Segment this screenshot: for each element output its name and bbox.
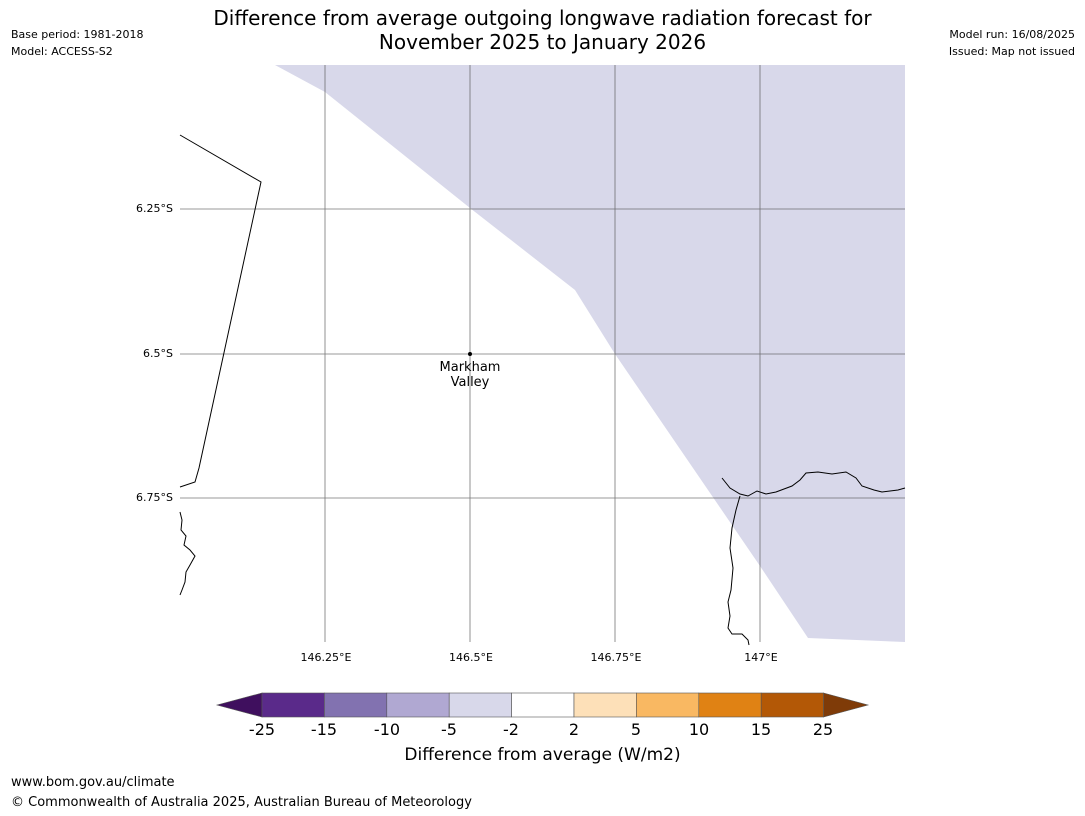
colorbar-tick: -10 xyxy=(373,720,401,739)
colorbar-bin-6 xyxy=(573,692,637,718)
lat-label-6.5S: 6.5°S xyxy=(143,347,173,360)
colorbar-tick: 25 xyxy=(812,720,834,739)
colorbar-label: Difference from average (W/m2) xyxy=(404,745,681,765)
colorbar-tick: -15 xyxy=(310,720,338,739)
lon-label-147E: 147°E xyxy=(744,651,778,664)
place-name-line-1: Markham xyxy=(439,360,501,375)
colorbar-bin-7 xyxy=(636,692,700,718)
lat-label-6.25S: 6.25°S xyxy=(136,202,173,215)
colorbar-tick: 15 xyxy=(750,720,772,739)
lon-label-146.5E: 146.5°E xyxy=(449,651,493,664)
colorbar-bin-5 xyxy=(511,692,575,718)
colorbar-tick: -25 xyxy=(248,720,276,739)
footer-url[interactable]: www.bom.gov.au/climate xyxy=(11,775,175,790)
issued-status: Issued: Map not issued xyxy=(948,45,1075,58)
lon-label-146.25E: 146.25°E xyxy=(300,651,352,664)
model-name: Model: ACCESS-S2 xyxy=(11,45,113,58)
coast-southwest xyxy=(179,511,196,596)
colorbar-bin-2 xyxy=(324,692,388,718)
coast-southeast xyxy=(721,471,906,497)
colorbar-tick: -5 xyxy=(441,720,457,739)
place-label-markham-valley: Markham Valley xyxy=(410,360,530,390)
shaded-region xyxy=(275,65,905,642)
colorbar-bin-4 xyxy=(448,692,512,718)
colorbar-bin-3 xyxy=(386,692,450,718)
colorbar-tick: 5 xyxy=(630,720,642,739)
colorbar-tick: -2 xyxy=(503,720,519,739)
lat-label-6.75S: 6.75°S xyxy=(136,491,173,504)
colorbar-tick: 10 xyxy=(688,720,710,739)
colorbar-bin-8 xyxy=(698,692,762,718)
graticule xyxy=(180,65,905,642)
place-name-line-2: Valley xyxy=(450,375,490,390)
markham-valley-marker xyxy=(468,352,472,356)
lon-label-146.75E: 146.75°E xyxy=(590,651,642,664)
meta-right: Model run: 16/08/2025 Issued: Map not is… xyxy=(949,26,1075,60)
meta-left: Base period: 1981-2018 Model: ACCESS-S2 xyxy=(11,26,143,60)
colorbar-extend-high xyxy=(823,692,870,718)
title-line-1: Difference from average outgoing longwav… xyxy=(213,6,872,30)
coast-river xyxy=(727,495,750,646)
base-period: Base period: 1981-2018 xyxy=(11,28,144,41)
title-line-2: November 2025 to January 2026 xyxy=(378,30,707,54)
colorbar-bin-9 xyxy=(760,692,824,718)
border-line-west xyxy=(179,134,262,488)
colorbar-tick: 2 xyxy=(568,720,580,739)
map-title: Difference from average outgoing longwav… xyxy=(0,6,1085,54)
colorbar-extend-low xyxy=(215,692,263,718)
model-run: Model run: 16/08/2025 xyxy=(949,28,1075,41)
colorbar-bin-1 xyxy=(261,692,325,718)
footer-copyright: © Commonwealth of Australia 2025, Austra… xyxy=(11,795,472,810)
colorbar xyxy=(215,692,870,718)
coastline xyxy=(179,134,906,646)
